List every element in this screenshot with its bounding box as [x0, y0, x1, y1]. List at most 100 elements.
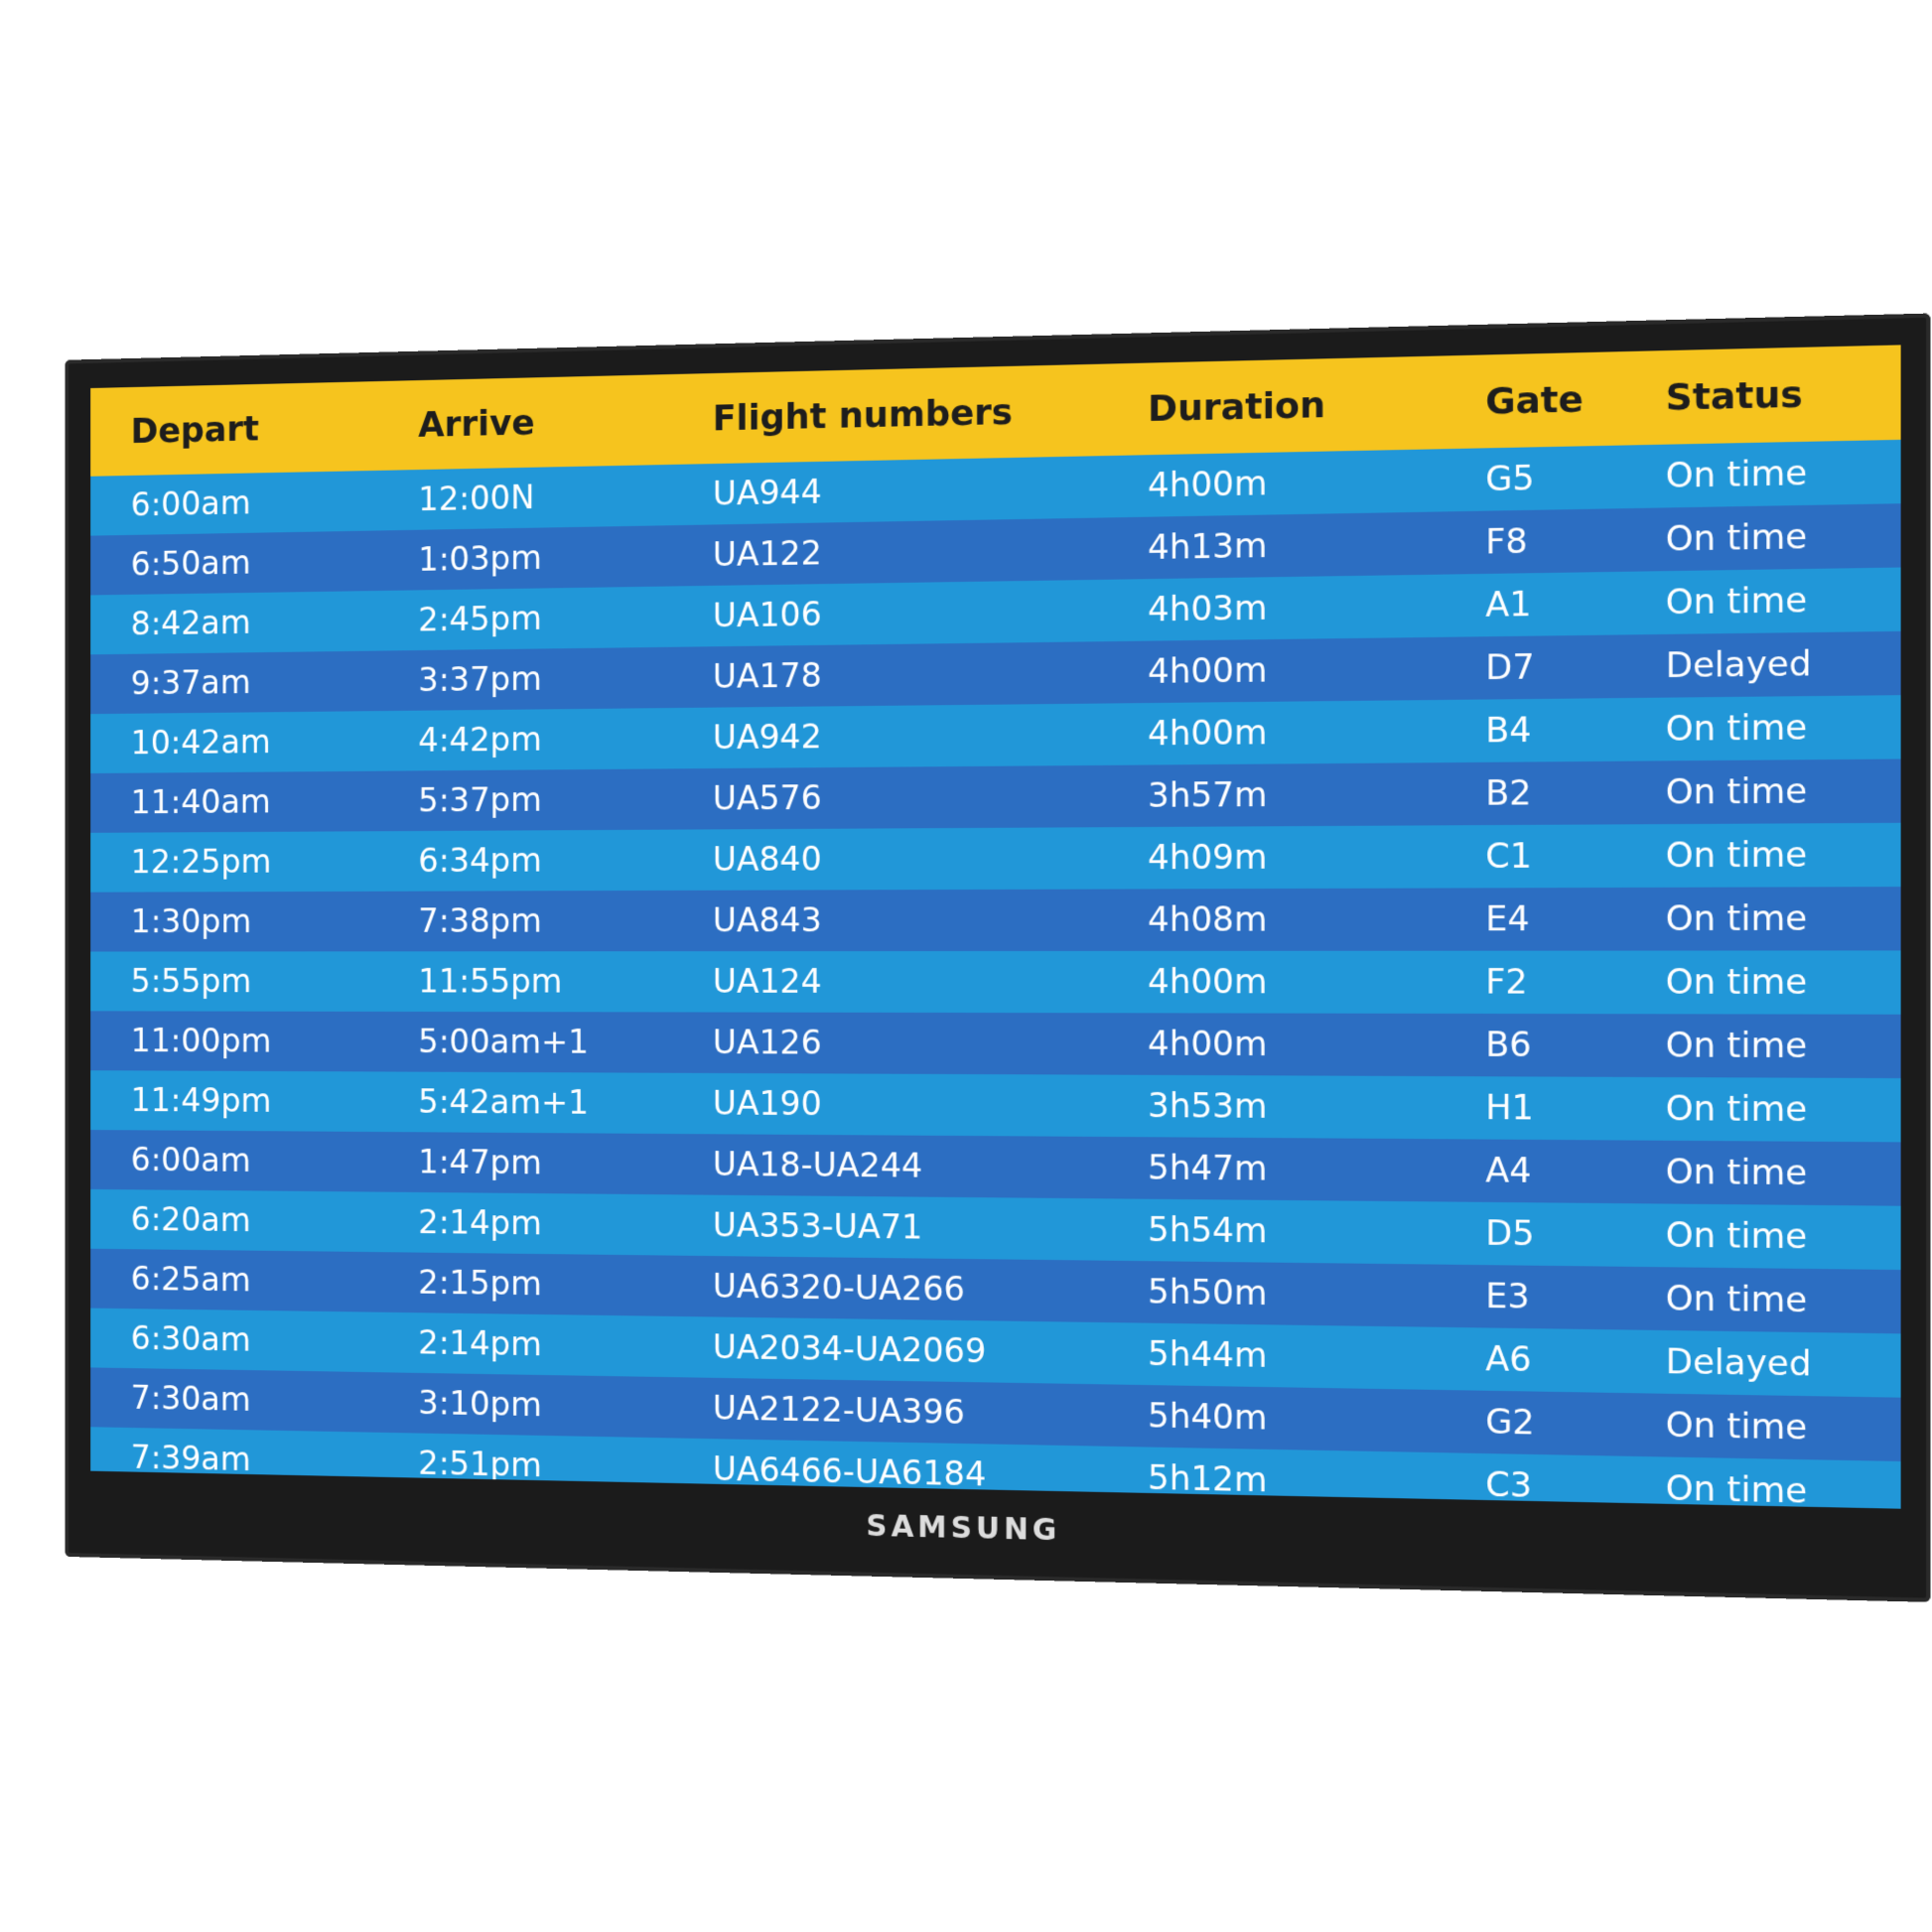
cell: F2 — [1485, 961, 1528, 1003]
cell: 4h00m — [1148, 1024, 1268, 1065]
cell: 1:30pm — [130, 901, 252, 941]
cell: 10:42am — [130, 722, 271, 763]
cell: 4h09m — [1148, 837, 1268, 879]
cell: On time — [1665, 1025, 1808, 1067]
cell: G5 — [1485, 458, 1535, 500]
cell: UA843 — [712, 900, 822, 941]
cell: 8:42am — [130, 603, 251, 644]
column-header: Flight numbers — [712, 391, 1014, 439]
cell: On time — [1665, 770, 1808, 813]
cell: 11:55pm — [418, 962, 563, 1002]
cell: 4h00m — [1148, 961, 1268, 1003]
cell: E3 — [1485, 1276, 1530, 1317]
cell: A4 — [1485, 1150, 1532, 1192]
cell: 6:00am — [130, 1140, 251, 1180]
cell: On time — [1665, 1467, 1808, 1509]
cell: UA178 — [712, 655, 822, 697]
cell: UA576 — [712, 778, 822, 819]
cell: 5h44m — [1148, 1333, 1268, 1376]
cell: B2 — [1485, 772, 1532, 814]
cell: UA2034-UA2069 — [712, 1327, 987, 1372]
cell: 9:37am — [130, 662, 251, 704]
cell: 2:51pm — [418, 1444, 542, 1486]
cell: 5:55pm — [130, 962, 252, 1001]
monitor: Depart Arrive Flight numbers Duration Gate St… — [65, 313, 1931, 1602]
cell: On time — [1665, 834, 1808, 877]
cell: 5h54m — [1148, 1209, 1268, 1252]
cell: B4 — [1485, 710, 1532, 752]
cell: UA6466-UA6184 — [712, 1449, 987, 1495]
cell: UA122 — [712, 533, 822, 575]
cell: 4h00m — [1148, 463, 1268, 506]
cell: 6:00am — [130, 483, 251, 525]
cell: 11:00pm — [130, 1022, 272, 1061]
cell: 4h03m — [1148, 588, 1268, 630]
cell: 6:20am — [130, 1199, 251, 1240]
flight-board: Depart Arrive Flight numbers Duration Gate St… — [90, 345, 1901, 1509]
cell: 5h50m — [1148, 1272, 1268, 1314]
cell: G2 — [1485, 1401, 1535, 1444]
cell: 3h57m — [1148, 774, 1268, 816]
cell: 4h00m — [1148, 650, 1268, 692]
cell: 5h12m — [1148, 1457, 1268, 1501]
flight-row: 11:00pm 5:00am+1 UA126 4h00m B6 On time — [90, 1011, 1901, 1079]
cell: UA840 — [712, 839, 822, 880]
cell: 12:25pm — [130, 842, 272, 882]
cell: D7 — [1485, 646, 1535, 689]
cell: 2:14pm — [418, 1202, 542, 1244]
cell: UA190 — [712, 1083, 822, 1125]
cell: UA18-UA244 — [712, 1145, 923, 1186]
cell: 5:00am+1 — [418, 1022, 589, 1062]
cell: 11:49pm — [130, 1081, 272, 1121]
cell: 2:45pm — [418, 599, 542, 640]
cell: 6:34pm — [418, 841, 542, 881]
cell: UA124 — [712, 962, 822, 1002]
cell: 6:25am — [130, 1259, 251, 1301]
cell: On time — [1665, 1278, 1808, 1321]
cell: 7:30am — [130, 1378, 251, 1420]
cell: A1 — [1485, 584, 1532, 625]
cell: 3:37pm — [418, 659, 542, 700]
cell: On time — [1665, 1088, 1808, 1131]
cell: 5h40m — [1148, 1396, 1268, 1439]
cell: On time — [1665, 1214, 1808, 1258]
cell: D5 — [1485, 1213, 1535, 1255]
cell: A6 — [1485, 1338, 1532, 1381]
cell: UA353-UA71 — [712, 1205, 923, 1248]
cell: UA106 — [712, 595, 822, 636]
cell: B6 — [1485, 1025, 1532, 1066]
cell: 1:03pm — [418, 538, 542, 580]
cell: E4 — [1485, 898, 1530, 940]
cell: 4:42pm — [418, 720, 542, 760]
cell: 1:47pm — [418, 1143, 542, 1183]
cell: 4h08m — [1148, 899, 1268, 940]
column-header: Duration — [1148, 384, 1326, 430]
cell: 6:50am — [130, 543, 251, 585]
cell: 2:14pm — [418, 1323, 542, 1365]
cell: 4h13m — [1148, 525, 1268, 569]
column-header: Gate — [1485, 378, 1584, 423]
column-header: Depart — [130, 408, 259, 452]
cell: UA126 — [712, 1023, 822, 1063]
cell: UA6320-UA266 — [712, 1266, 965, 1311]
cell: H1 — [1485, 1087, 1534, 1129]
cell: On time — [1665, 1405, 1808, 1449]
cell: Delayed — [1665, 1341, 1812, 1385]
cell: C1 — [1485, 836, 1533, 878]
cell: 11:40am — [130, 782, 271, 822]
cell: 4h00m — [1148, 712, 1268, 755]
cell: On time — [1665, 961, 1808, 1004]
column-header: Arrive — [418, 402, 535, 446]
cell: On time — [1665, 516, 1808, 560]
flight-row: 1:30pm 7:38pm UA843 4h08m E4 On time — [90, 887, 1901, 952]
cell: UA2122-UA396 — [712, 1388, 965, 1434]
column-header: Status — [1665, 373, 1803, 419]
cell: F8 — [1485, 521, 1528, 563]
cell: 5h47m — [1148, 1148, 1268, 1189]
cell: Delayed — [1665, 643, 1812, 687]
cell: C3 — [1485, 1464, 1533, 1507]
cell: On time — [1665, 453, 1808, 497]
cell: On time — [1665, 1152, 1808, 1194]
